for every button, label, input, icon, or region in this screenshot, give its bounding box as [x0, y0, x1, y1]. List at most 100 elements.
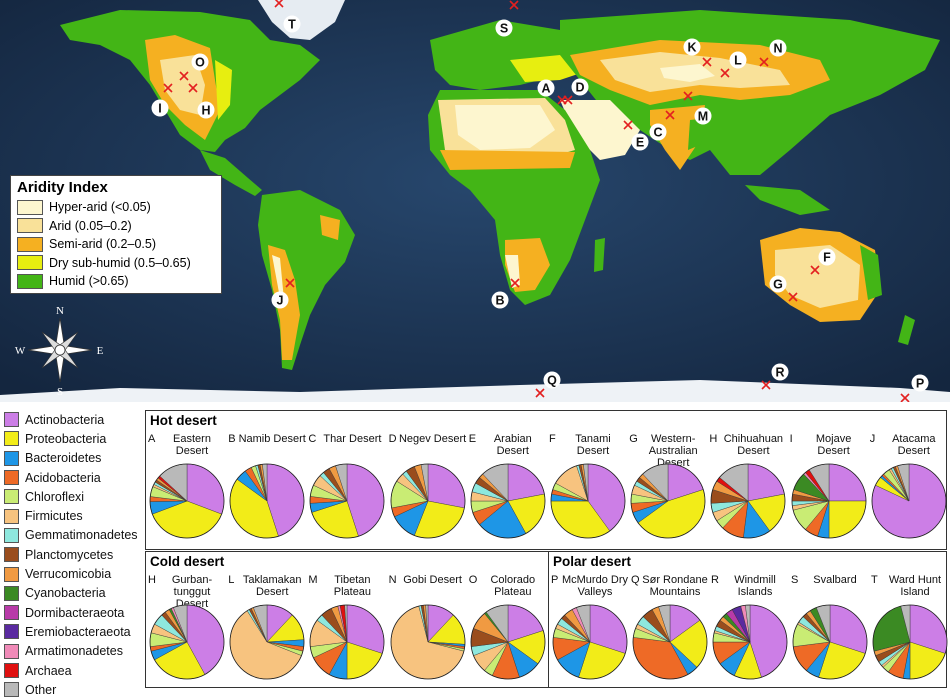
- site-marker-e: E: [623, 120, 649, 151]
- phylum-label: Armatimonadetes: [25, 644, 123, 659]
- phylum-label: Proteobacteria: [25, 431, 107, 446]
- pie-site-letter: J: [869, 433, 876, 445]
- phylum-legend-item: Verrucomicobia: [4, 564, 144, 583]
- phylum-label: Cyanobacteria: [25, 586, 106, 601]
- pie-outline: [149, 604, 225, 680]
- site-marker-r: R: [761, 363, 789, 390]
- pie-site-letter: B: [228, 433, 236, 445]
- pie-heading: H Gurban-tunggut Desert: [148, 574, 226, 610]
- pie-heading: T Ward Hunt Island: [871, 574, 949, 602]
- pie-site-letter: F: [549, 433, 556, 445]
- pie-site-name: Atacama Desert: [892, 433, 936, 457]
- pie-site-letter: T: [871, 574, 878, 586]
- pie-chart: [470, 463, 546, 539]
- phylum-legend-item: Planctomycetes: [4, 545, 144, 564]
- pie-site-letter: O: [468, 574, 478, 586]
- phylum-swatch: [4, 682, 19, 698]
- pie-outline: [309, 463, 385, 539]
- namib-hyper: [505, 255, 520, 288]
- site-label: K: [687, 41, 696, 55]
- australia-humid-edge: [860, 245, 882, 300]
- pie-chart: [552, 604, 628, 680]
- pie-site-name: Gobi Desert: [403, 574, 462, 586]
- pie-site-name: Negev Desert: [398, 433, 467, 445]
- phylum-label: Planctomycetes: [25, 547, 114, 562]
- compass-e: E: [97, 345, 104, 357]
- phylum-label: Gemmatimonadetes: [25, 528, 138, 543]
- pie-chart: [791, 463, 866, 539]
- phylum-label: Actinobacteria: [25, 412, 105, 427]
- pie-chart: [309, 604, 385, 680]
- pie-heading: A Eastern Desert: [148, 433, 226, 461]
- site-marker-t: T: [274, 0, 301, 33]
- pie-outline: [791, 463, 866, 539]
- phylum-label: Firmicutes: [25, 509, 83, 524]
- na-dry-edge: [215, 60, 232, 120]
- aridity-swatch: [17, 218, 43, 234]
- sahel-dry: [440, 150, 575, 170]
- pie-site-name: Tibetan Plateau: [333, 574, 372, 598]
- pie-slice-actinobacteria: [427, 463, 465, 509]
- aridity-swatch: [17, 199, 43, 215]
- phylum-legend-item: Dormibacteraeota: [4, 603, 144, 622]
- hot-desert-title: Hot desert: [150, 413, 217, 428]
- pie-heading: N Gobi Desert: [389, 574, 467, 602]
- central-america: [200, 150, 262, 196]
- phylum-label: Verrucomicobia: [25, 567, 112, 582]
- site-marker-p: P: [900, 374, 929, 402]
- pie-site-letter: D: [388, 433, 397, 445]
- site-markers: A B C D E F G H I J K L M N O P Q R S T: [151, 0, 929, 402]
- pie-site-letter: S: [791, 574, 799, 586]
- pie-heading: I Mojave Desert: [790, 433, 868, 461]
- antarctica: [0, 380, 950, 402]
- site-label: F: [823, 251, 831, 265]
- phylum-label: Eremiobacteraeota: [25, 624, 131, 639]
- pie-site-name: Mojave Desert: [815, 433, 852, 457]
- pie-site-name: Tanami Desert: [575, 433, 611, 457]
- pie-chart: [470, 604, 546, 680]
- pie-chart: [710, 463, 786, 539]
- pie-chart: [309, 463, 385, 539]
- pie-heading: S Svalbard: [791, 574, 869, 602]
- phylum-legend-item: Firmicutes: [4, 506, 144, 525]
- site-label: M: [698, 110, 708, 124]
- phylum-legend-item: Bacteroidetes: [4, 449, 144, 468]
- phylum-swatch: [4, 450, 19, 466]
- phylum-swatch: [4, 489, 19, 505]
- site-label: D: [575, 81, 584, 95]
- pie-site-letter: Q: [631, 574, 640, 586]
- phylum-legend-item: Acidobacteria: [4, 468, 144, 487]
- phyla-legend: Actinobacteria Proteobacteria Bacteroidete…: [4, 410, 144, 699]
- site-label: A: [541, 82, 550, 96]
- pie-site-letter: P: [551, 574, 559, 586]
- phylum-swatch: [4, 566, 19, 582]
- pie-outline: [309, 604, 385, 680]
- phylum-label: Other: [25, 682, 57, 697]
- site-marker-j: J: [271, 278, 295, 309]
- site-marker-s: S: [495, 0, 519, 37]
- pie-heading: C Thar Desert: [308, 433, 386, 461]
- aridity-label: Arid (0.05–0.2): [49, 218, 132, 233]
- greenland: [258, 0, 345, 40]
- pie-site-letter: G: [629, 433, 638, 445]
- pie-outline: [390, 604, 465, 680]
- pie-chart: [712, 604, 788, 680]
- phylum-swatch: [4, 624, 19, 640]
- pie-site-letter: I: [789, 433, 793, 445]
- pie-site-letter: H: [148, 574, 156, 586]
- site-label: B: [495, 294, 504, 308]
- new-zealand: [898, 315, 915, 345]
- pie-chart: [872, 604, 948, 680]
- pie-site-name: Ward Hunt Island: [888, 574, 942, 598]
- site-marker-h: H: [188, 83, 215, 119]
- arabia: [560, 100, 640, 160]
- pie-outline: [470, 463, 546, 539]
- cold-desert-title: Cold desert: [150, 554, 225, 569]
- site-label: S: [500, 22, 508, 36]
- site-label: N: [773, 42, 782, 56]
- sa-hyper: [272, 255, 284, 300]
- pie-site-name: Taklamakan Desert: [242, 574, 302, 598]
- site-label: J: [277, 294, 284, 308]
- site-label: L: [734, 54, 742, 68]
- pie-chart: [550, 463, 626, 539]
